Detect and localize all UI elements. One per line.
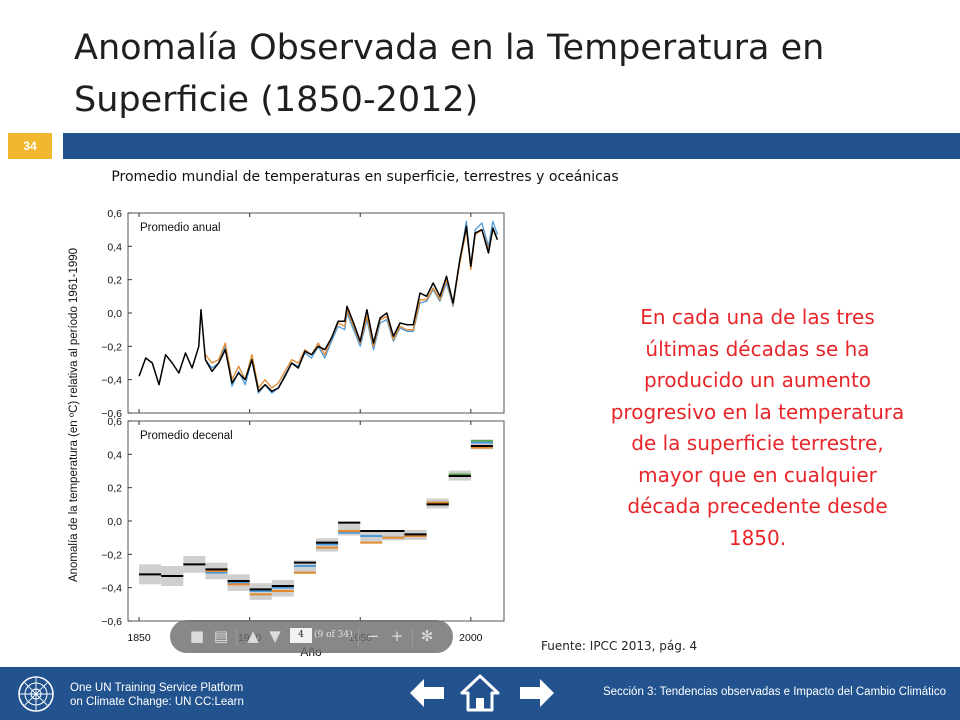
previous-arrow-icon[interactable] [406, 671, 450, 715]
un-emblem-icon [18, 676, 54, 712]
y-tick-label: 0,0 [107, 516, 122, 528]
panel-frame [127, 212, 505, 414]
callout-text: En cada una de las tres últimas décadas … [610, 305, 905, 550]
y-tick-label: −0,4 [101, 583, 122, 595]
page-up-icon[interactable]: ▲ [247, 627, 259, 645]
section-label: Sección 3: Tendencias observadas e Impac… [602, 686, 946, 698]
panel-label: Promedio anual [140, 222, 221, 234]
footer-bar: One UN Training Service Platform on Clim… [0, 667, 960, 720]
toolbar-separator [358, 627, 359, 646]
panel-frame [127, 420, 505, 622]
platform-line-2: on Climate Change: UN CC:Learn [70, 696, 244, 708]
title-divider-bar [63, 133, 960, 159]
zoom-out-icon[interactable]: − [366, 627, 380, 645]
y-tick-label: −0,6 [101, 408, 122, 420]
next-arrow-icon[interactable] [514, 671, 558, 715]
series-line-black [138, 225, 499, 393]
slide-number: 34 [8, 133, 52, 159]
uncertainty-box [382, 530, 405, 541]
page-down-icon[interactable]: ▼ [269, 627, 281, 645]
temperature-chart: Anomalía de la temperatura (en ºC) relat… [68, 208, 505, 659]
y-tick-label: 0,2 [107, 483, 122, 495]
y-tick-label: −0,6 [101, 616, 122, 628]
toolbar-separator [412, 627, 413, 646]
uncertainty-box [470, 439, 493, 450]
platform-line-1: One UN Training Service Platform [70, 682, 244, 694]
y-tick-label: 0,6 [107, 416, 122, 428]
page-number-input[interactable]: 4 [290, 628, 312, 643]
toolbar-separator [236, 627, 237, 646]
y-tick-label: 0,6 [107, 208, 122, 220]
y-tick-label: −0,2 [101, 341, 122, 353]
y-tick-label: −0,2 [101, 549, 122, 561]
slide-title: Anomalía Observada en la Temperatura en … [74, 28, 825, 120]
y-tick-label: 0,0 [107, 308, 122, 320]
home-icon[interactable] [458, 671, 502, 715]
y-tick-label: 0,2 [107, 275, 122, 287]
zoom-in-icon[interactable]: + [390, 627, 404, 645]
pdf-toolbar: ■ ▤ ▲ ▼ 4 (9 of 34) − + ✻ [170, 620, 453, 653]
x-tick-label: 2000 [459, 632, 483, 644]
panel-label: Promedio decenal [140, 430, 233, 442]
y-axis-label: Anomalía de la temperatura (en ºC) relat… [68, 248, 80, 582]
print-icon[interactable]: ▤ [213, 627, 229, 645]
uncertainty-box [293, 560, 316, 574]
source-citation: Fuente: IPCC 2013, pág. 4 [541, 639, 698, 653]
y-tick-label: 0,4 [107, 449, 122, 461]
platform-name: One UN Training Service Platform on Clim… [70, 681, 244, 709]
y-tick-label: 0,4 [107, 241, 122, 253]
page-count: (9 of 34) [314, 630, 353, 640]
y-tick-label: −0,4 [101, 375, 122, 387]
acrobat-icon[interactable]: ✻ [420, 627, 434, 645]
chart-title: Promedio mundial de temperaturas en supe… [111, 169, 619, 185]
x-tick-label: 1850 [127, 632, 151, 644]
save-icon[interactable]: ■ [189, 627, 205, 645]
